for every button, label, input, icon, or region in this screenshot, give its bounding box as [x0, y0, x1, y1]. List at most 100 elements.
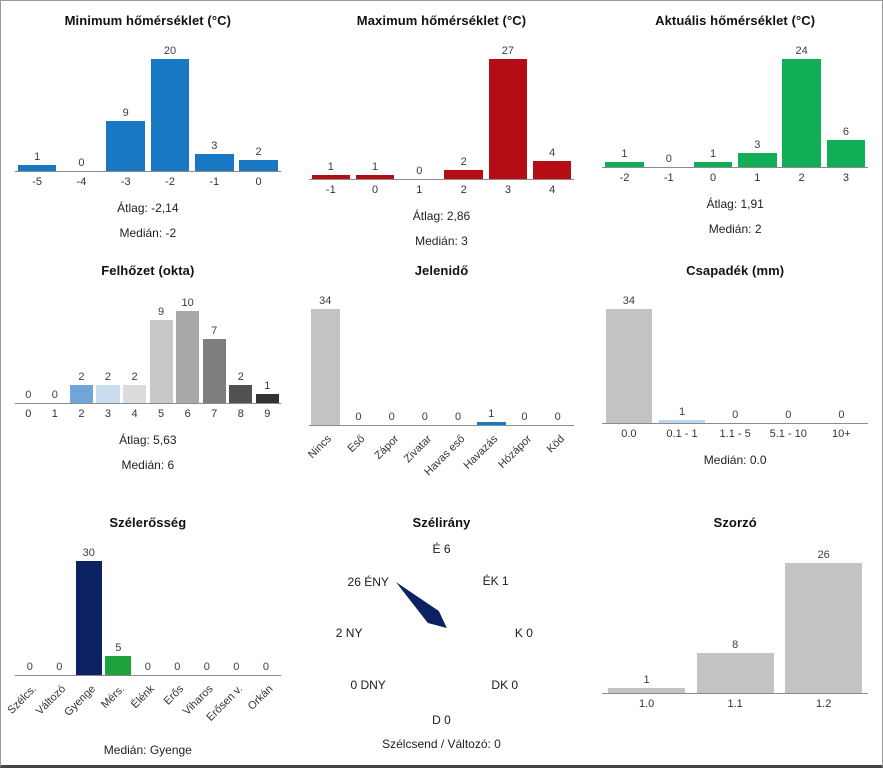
bar-column: 2 [121, 371, 148, 403]
bar-column: 0 [815, 409, 868, 423]
x-tick-label: -5 [32, 176, 43, 188]
bar-value-label: 0 [262, 661, 269, 673]
bar-value-label: 7 [211, 325, 218, 337]
bar-column: 3 [192, 140, 236, 171]
bar-column: 0 [45, 661, 75, 675]
x-tick-label: 1.1 [727, 698, 743, 710]
bar-column: 26 [779, 549, 868, 693]
x-tick-label: 5.1 - 10 [769, 428, 807, 440]
bar-column: 1 [475, 408, 508, 425]
x-tick-label: 1.1 - 5 [719, 428, 751, 440]
bar-column: 1 [309, 161, 353, 179]
bar-value-label: 9 [122, 107, 129, 119]
bar [782, 59, 821, 167]
bar-value-label: 4 [549, 147, 556, 159]
bar [355, 175, 395, 179]
median-stat: Medián: 6 [121, 458, 175, 472]
bar [605, 309, 652, 423]
bar-column: 0 [508, 411, 541, 425]
bar-value-label: 0 [51, 389, 58, 401]
x-tick-label: -2 [165, 176, 175, 188]
bar-column: 34 [309, 295, 342, 425]
bar [693, 162, 733, 167]
x-tick-label: Köd [544, 433, 567, 456]
x-tick-label: 0 [255, 176, 262, 188]
bar-value-label: 24 [795, 45, 808, 57]
bar [826, 140, 866, 167]
bar-column: 0 [541, 411, 574, 425]
bar-value-label: 5 [115, 642, 122, 654]
bar-column: 2 [95, 371, 122, 403]
bar-value-label: 0 [838, 409, 845, 421]
chart-present-weather: Jelenidő 34 0 0 0 0 1 0 0 Nincs Eső Zápor Zivatar Ha… [295, 251, 589, 503]
x-axis-labels: -5 -4 -3 -2 -1 0 [15, 176, 281, 188]
bar [176, 311, 200, 403]
bar-value-label: 3 [211, 140, 218, 152]
bar-chart-present-weather: 34 0 0 0 0 1 0 0 Nincs Eső Zápor Zivatar Havas eső Ha… [295, 290, 589, 480]
chart-title: Felhőzet (okta) [101, 263, 195, 278]
x-tick-label: 1 [416, 184, 423, 196]
x-tick-label: Nincs [306, 433, 335, 461]
x-axis-labels: 0 1 2 3 4 5 6 7 8 9 [15, 408, 281, 420]
wind-compass: É 6 ÉK 1 K 0 DK 0 D 0 0 DNY 2 NY 26 ÉNY [295, 542, 589, 727]
chart-title: Maximum hőmérséklet (°C) [356, 13, 527, 28]
bar-value-label: 1 [327, 161, 334, 173]
bar-column: 34 [602, 295, 655, 423]
x-tick-label: 8 [237, 408, 244, 420]
x-tick-label: 5 [158, 408, 165, 420]
bar-column: 20 [148, 45, 192, 171]
x-tick-label: 0 [25, 408, 32, 420]
bar-value-label: 0 [421, 411, 428, 423]
bar [106, 121, 145, 171]
bar-column: 6 [824, 126, 868, 167]
compass-label-nw: 26 ÉNY [347, 575, 389, 589]
plot-area: 1 1 0 2 27 4 [308, 40, 575, 180]
bar [532, 161, 572, 179]
chart-title: Szorzó [713, 515, 757, 530]
plot-area: 34 1 0 0 0 [602, 290, 868, 424]
bar [96, 385, 120, 403]
x-tick-label: 0 [709, 172, 717, 184]
median-stat: Medián: 2 [708, 222, 762, 236]
x-tick-label: 3 [504, 184, 511, 196]
bar-chart-max-temperature: 1 1 0 2 27 4 -1 0 1 2 3 4 [295, 40, 589, 196]
plot-area: 1 8 26 [602, 544, 868, 694]
chart-min-temperature: Minimum hőmérséklet (°C) 1 0 9 20 3 2 -5 -4 -3 -2… [1, 1, 295, 251]
chart-stats: Átlag: 5,63 Medián: 6 [1, 428, 295, 478]
bar [105, 656, 132, 675]
x-tick-label: 0.0 [621, 428, 637, 440]
bar-value-label: 34 [319, 295, 332, 307]
x-tick-label: Mérs. [99, 683, 128, 711]
bar-column: 7 [201, 325, 228, 403]
bar [785, 563, 863, 693]
median-stat: Medián: -2 [119, 226, 177, 240]
bar [239, 160, 278, 171]
chart-title: Szélerősség [109, 515, 187, 530]
bar-value-label: 0 [355, 411, 362, 423]
bar-value-label: 9 [158, 306, 165, 318]
bar-column: 0 [342, 411, 375, 425]
bar-chart-multiplier: 1 8 26 1.0 1.1 1.2 [588, 544, 882, 710]
bar-value-label: 20 [163, 45, 177, 57]
bar-column: 0 [375, 411, 408, 425]
bar-value-label: 2 [131, 371, 138, 383]
x-tick-label: -3 [120, 176, 131, 188]
bar-column: 8 [691, 639, 780, 693]
bar-column: 2 [68, 371, 95, 403]
bar-column: 0 [163, 661, 193, 675]
median-stat: Medián: 0.0 [703, 453, 767, 467]
bar-column: 3 [735, 139, 779, 167]
x-tick-label: -1 [663, 172, 674, 184]
bar-value-label: 3 [754, 139, 761, 151]
x-axis-labels: 1.0 1.1 1.2 [602, 698, 868, 710]
bar-column: 0 [133, 661, 163, 675]
plot-area: 0 0 30 5 0 0 0 0 0 [15, 542, 281, 676]
bar [738, 153, 777, 167]
compass-label-s: D 0 [432, 713, 451, 727]
mean-stat: Átlag: 5,63 [119, 433, 177, 447]
compass-label-n: É 6 [432, 542, 451, 556]
bar-column: 0 [408, 411, 441, 425]
compass-label-sw: 0 DNY [350, 678, 386, 692]
bar-value-label: 2 [460, 156, 467, 168]
bar-value-label: 6 [842, 126, 849, 138]
